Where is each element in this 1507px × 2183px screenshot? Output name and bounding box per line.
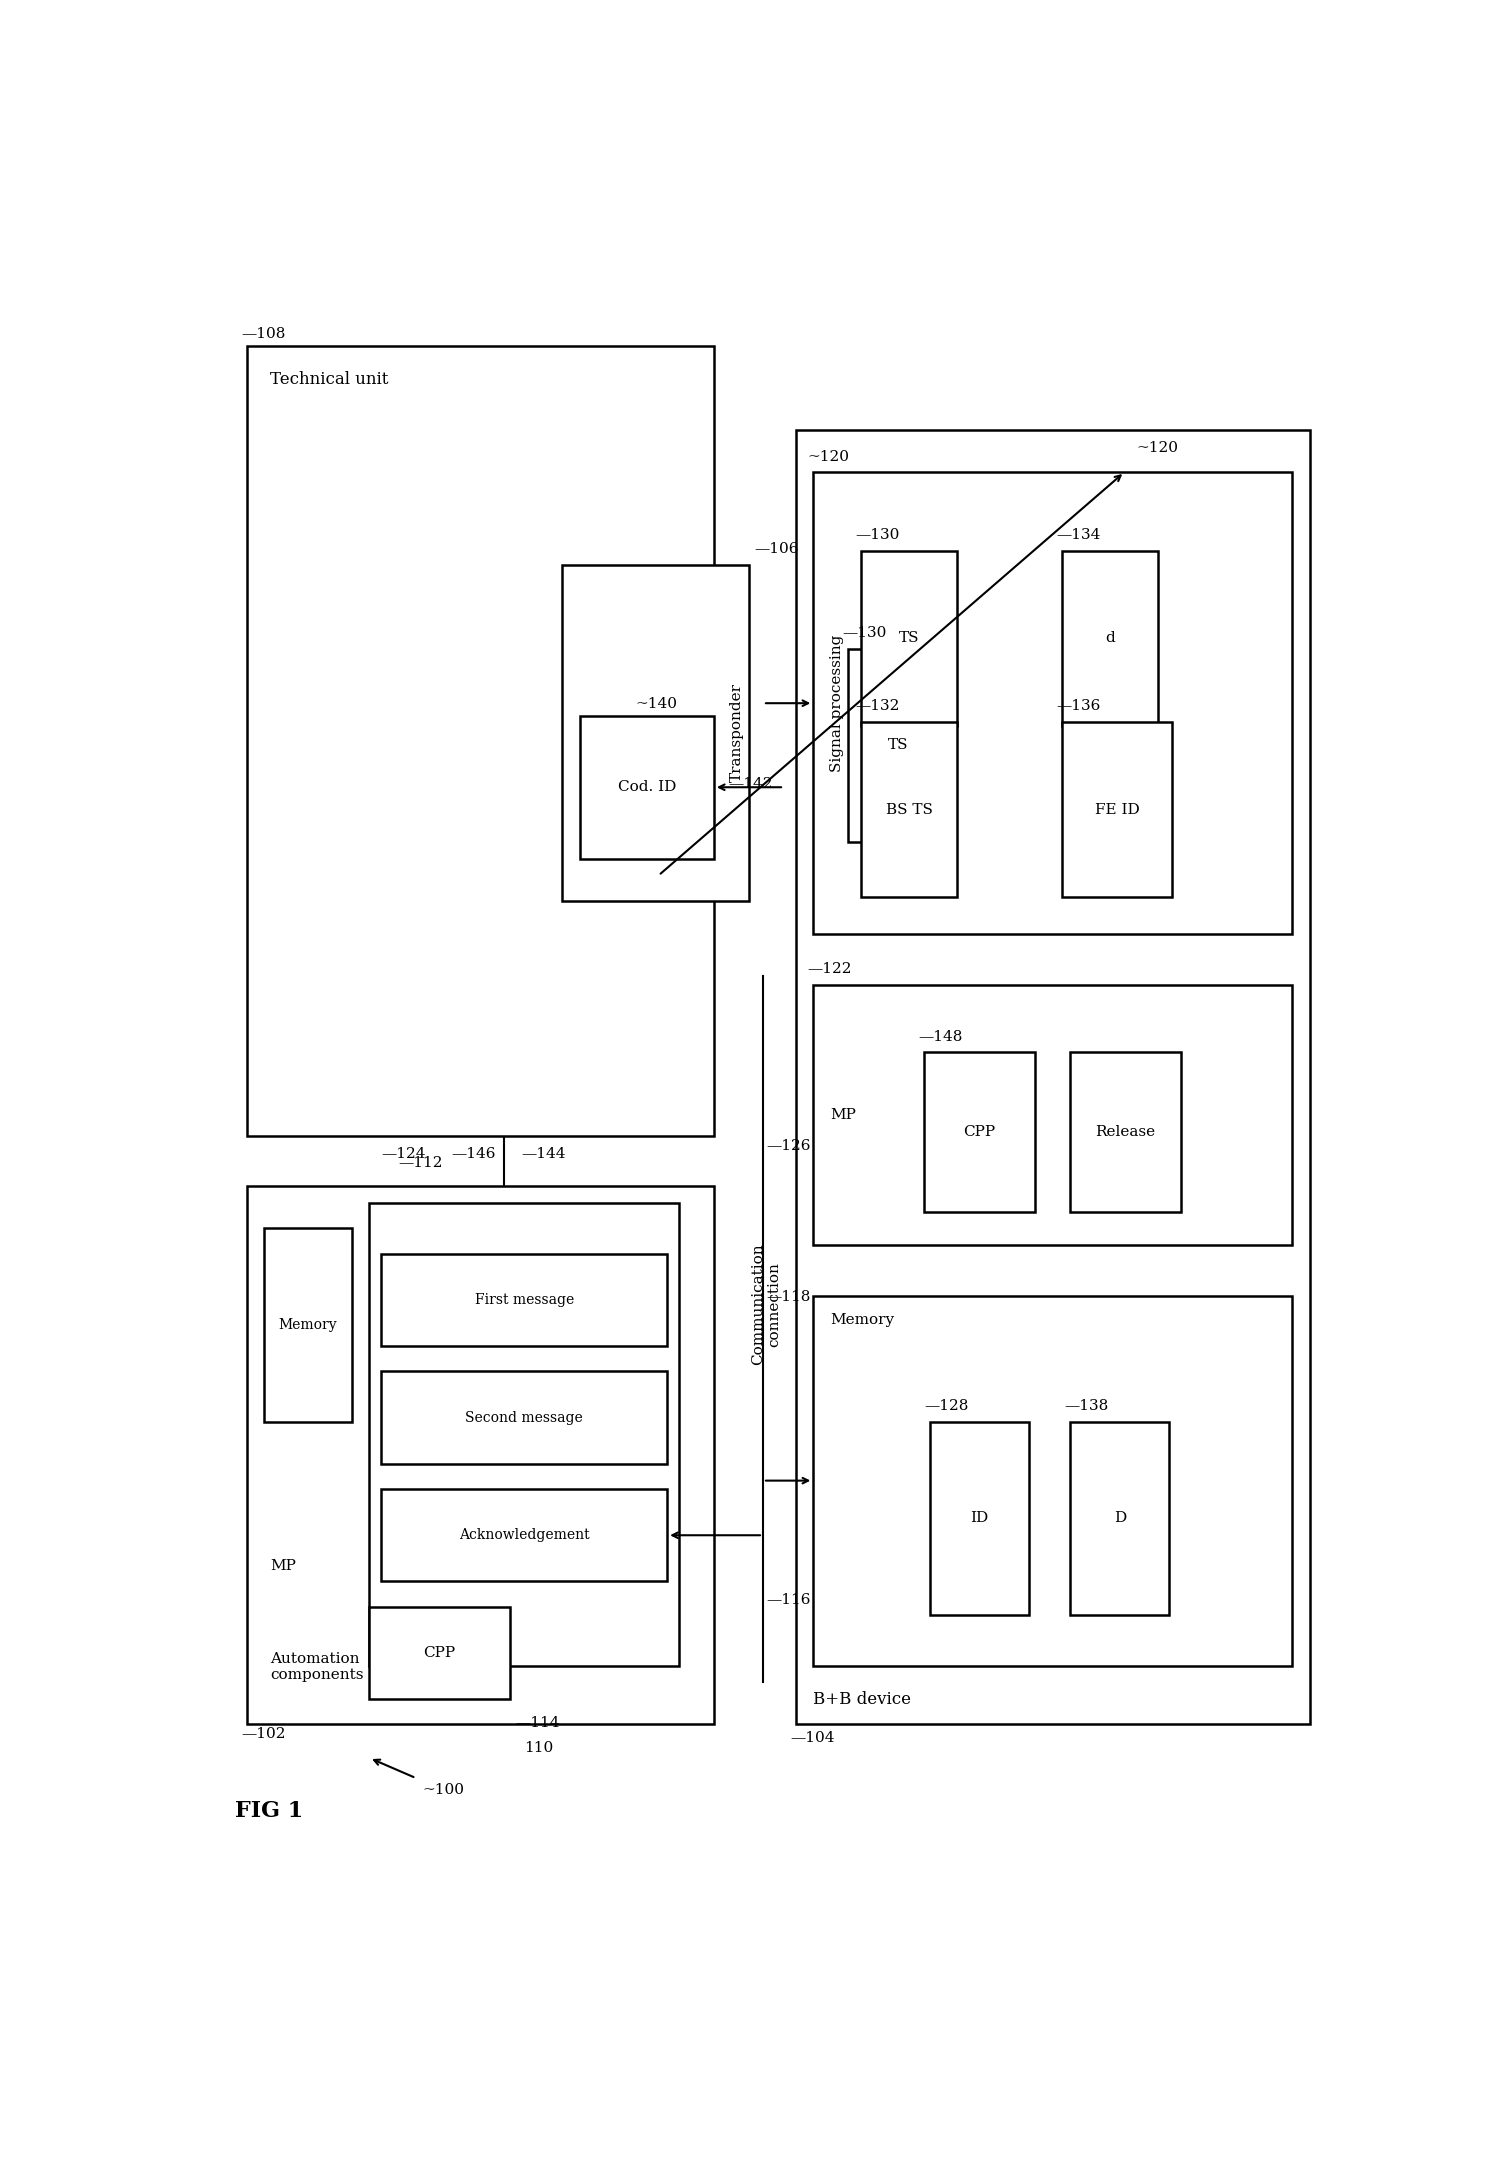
Bar (562, 565, 749, 902)
Text: —102: —102 (241, 1727, 285, 1742)
Text: Release: Release (1096, 1124, 1156, 1140)
Text: d: d (1105, 631, 1115, 646)
Bar (860, 550, 957, 727)
Text: MP: MP (830, 1109, 856, 1122)
Text: Second message: Second message (466, 1410, 583, 1425)
Text: Communication
connection: Communication connection (752, 1244, 782, 1364)
Bar (1070, 1421, 1169, 1615)
Text: —116: —116 (767, 1594, 811, 1607)
Text: —130: —130 (842, 627, 886, 640)
Text: CPP: CPP (963, 1124, 996, 1140)
Text: Signal processing: Signal processing (829, 635, 844, 773)
Text: TS: TS (898, 631, 919, 646)
Bar (848, 648, 948, 843)
Text: FIG 1: FIG 1 (235, 1801, 303, 1823)
Bar (814, 472, 1291, 934)
Text: —112: —112 (398, 1155, 443, 1170)
Text: —124: —124 (381, 1148, 425, 1161)
Text: ID: ID (971, 1511, 989, 1526)
Text: MP: MP (270, 1559, 295, 1574)
Bar (247, 347, 714, 1135)
Text: BS TS: BS TS (886, 803, 933, 816)
Text: —114: —114 (515, 1716, 561, 1729)
Bar (381, 1371, 668, 1465)
Bar (381, 1253, 668, 1347)
Text: Cod. ID: Cod. ID (618, 779, 677, 795)
Text: —144: —144 (521, 1148, 565, 1161)
Text: —118: —118 (767, 1290, 811, 1303)
Text: —126: —126 (767, 1140, 811, 1153)
Bar (814, 1297, 1291, 1666)
Bar (924, 1052, 1035, 1212)
Text: —130: —130 (856, 528, 900, 541)
Bar (796, 430, 1310, 1725)
Bar (814, 985, 1291, 1244)
Text: —142: —142 (728, 777, 773, 792)
Text: First message: First message (475, 1292, 574, 1308)
Text: —128: —128 (924, 1399, 969, 1412)
Bar (247, 1188, 714, 1725)
Bar (369, 1607, 509, 1698)
Text: ~140: ~140 (634, 696, 677, 712)
Bar (1070, 1052, 1181, 1212)
Bar (860, 723, 957, 897)
Bar (1062, 723, 1172, 897)
Text: Technical unit: Technical unit (270, 371, 389, 389)
Bar (1062, 550, 1157, 727)
Text: ~120: ~120 (808, 450, 850, 463)
Text: TS: TS (888, 738, 909, 753)
Text: 110: 110 (524, 1742, 553, 1755)
Text: —132: —132 (856, 699, 900, 714)
Text: Transponder: Transponder (731, 683, 744, 782)
Text: Acknowledgement: Acknowledgement (458, 1528, 589, 1541)
Text: —122: —122 (808, 963, 851, 976)
Text: —108: —108 (241, 327, 285, 341)
Text: Automation
components: Automation components (270, 1653, 363, 1683)
Text: —146: —146 (451, 1148, 496, 1161)
Text: D: D (1114, 1511, 1126, 1526)
Text: ~120: ~120 (1136, 441, 1178, 456)
Text: —148: —148 (918, 1030, 963, 1043)
Text: Memory: Memory (279, 1319, 338, 1332)
Text: B+B device: B+B device (814, 1690, 912, 1707)
Text: ~100: ~100 (422, 1784, 464, 1797)
Text: CPP: CPP (423, 1646, 455, 1659)
Text: —134: —134 (1056, 528, 1100, 541)
Text: —138: —138 (1064, 1399, 1109, 1412)
Bar (369, 1203, 678, 1666)
Text: FE ID: FE ID (1096, 803, 1139, 816)
Bar (580, 716, 714, 858)
Text: Memory: Memory (830, 1312, 895, 1327)
Text: —136: —136 (1056, 699, 1100, 714)
Text: —104: —104 (790, 1731, 835, 1744)
Bar (930, 1421, 1029, 1615)
Bar (264, 1229, 353, 1421)
Bar (381, 1489, 668, 1580)
Text: —106: —106 (755, 541, 799, 557)
